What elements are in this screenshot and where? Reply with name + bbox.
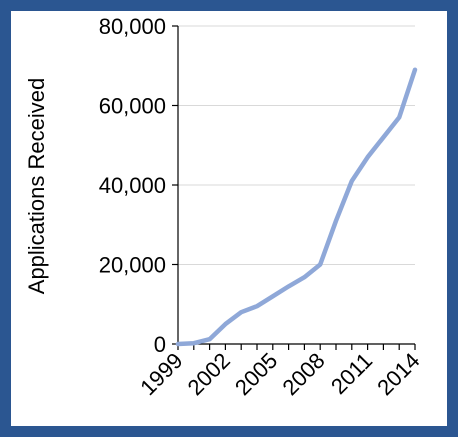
y-tick-label: 60,000 [99, 94, 166, 119]
x-tick-label: 2014 [372, 348, 424, 400]
x-tick-label: 2002 [183, 348, 235, 400]
series-line [175, 67, 418, 347]
y-tick-label: 20,000 [99, 253, 166, 278]
gridlines [178, 25, 415, 265]
x-tick-label: 2005 [230, 348, 282, 400]
x-tick-label: 2008 [277, 348, 329, 400]
y-axis-ticks: 0 20,000 40,000 60,000 80,000 [99, 14, 178, 357]
x-tick-label: 2011 [326, 348, 377, 399]
x-tick-label: 1999 [135, 348, 187, 400]
y-tick-label: 80,000 [99, 14, 166, 39]
y-tick-label: 40,000 [99, 173, 166, 198]
y-axis-title: Applications Received [24, 78, 49, 294]
y-tick-label: 0 [154, 332, 166, 357]
